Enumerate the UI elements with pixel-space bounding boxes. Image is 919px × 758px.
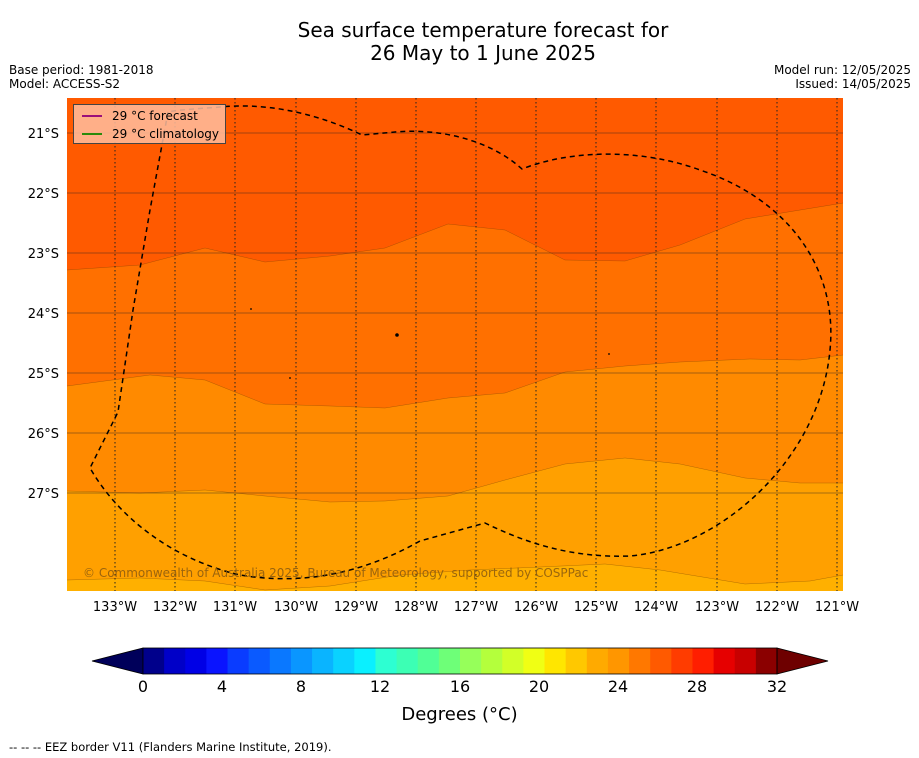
colorbar-segment xyxy=(734,648,757,674)
meta-right: Model run: 12/05/2025 Issued: 14/05/2025 xyxy=(774,63,911,91)
colorbar-segment xyxy=(607,648,630,674)
contour-24 xyxy=(67,563,843,591)
lon-label: 131°W xyxy=(213,600,257,615)
colorbar-segment xyxy=(312,648,334,674)
lon-label: 127°W xyxy=(454,600,498,615)
map-legend: 29 °C forecast 29 °C climatology xyxy=(73,104,226,144)
lat-label: 21°S xyxy=(28,127,59,142)
island-1 xyxy=(250,308,252,310)
colorbar-outline xyxy=(142,647,778,675)
legend-forecast-swatch xyxy=(82,115,102,117)
lon-label: 129°W xyxy=(334,600,378,615)
colorbar-over-arrow xyxy=(776,647,829,675)
lat-label: 24°S xyxy=(28,307,59,322)
colorbar-segment xyxy=(650,648,672,674)
legend-forecast: 29 °C forecast xyxy=(82,109,198,123)
colorbar-segment xyxy=(143,648,165,674)
eez-border-pitcairn xyxy=(89,105,832,580)
colorbar-segment xyxy=(248,648,271,674)
band-24-25 xyxy=(67,458,843,591)
latitude-labels: 21°S 22°S 23°S 24°S 25°S 26°S 27°S xyxy=(28,127,59,502)
island-3 xyxy=(395,333,399,337)
colorbar-segment xyxy=(396,648,419,674)
colorbar-tick-label: 24 xyxy=(608,677,628,696)
colorbar-segment xyxy=(290,648,313,674)
colorbar-tick-label: 4 xyxy=(217,677,227,696)
lat-label: 22°S xyxy=(28,187,59,202)
base-period: Base period: 1981-2018 xyxy=(9,63,154,77)
colorbar-segment xyxy=(417,648,440,674)
colorbar-segment xyxy=(185,648,207,674)
band-23-24 xyxy=(67,564,843,591)
colorbar-segment xyxy=(460,648,482,674)
lat-label: 23°S xyxy=(28,247,59,262)
legend-climatology-swatch xyxy=(82,133,102,135)
colorbar-tick-label: 16 xyxy=(450,677,470,696)
longitude-labels: 133°W 132°W 131°W 130°W 129°W 128°W 127°… xyxy=(93,600,859,615)
lon-label: 132°W xyxy=(153,600,197,615)
lon-label: 122°W xyxy=(755,600,799,615)
colorbar-tick-label: 12 xyxy=(370,677,390,696)
title-line-2: 26 May to 1 June 2025 xyxy=(370,41,596,65)
issued-date: Issued: 14/05/2025 xyxy=(795,77,911,91)
colorbar-segment xyxy=(502,648,524,674)
colorbar-segment xyxy=(544,648,567,674)
colorbar-tick-label: 32 xyxy=(767,677,787,696)
model-name: Model: ACCESS-S2 xyxy=(9,77,121,91)
colorbar-segment xyxy=(671,648,693,674)
model-run: Model run: 12/05/2025 xyxy=(773,63,911,77)
colorbar-segment xyxy=(354,648,376,674)
title-line-1: Sea surface temperature forecast for xyxy=(297,18,669,42)
colorbar-under-arrow xyxy=(91,647,144,675)
eez-border xyxy=(89,105,832,580)
lon-label: 125°W xyxy=(574,600,618,615)
lon-label: 126°W xyxy=(514,600,558,615)
colorbar-segment xyxy=(629,648,651,674)
colorbar-tick-label: 0 xyxy=(138,677,148,696)
colorbar-segment xyxy=(333,648,355,674)
contour-25 xyxy=(67,457,843,503)
colorbar-segment xyxy=(206,648,229,674)
lon-label: 128°W xyxy=(394,600,438,615)
colorbar-segment xyxy=(692,648,715,674)
islands xyxy=(250,308,610,379)
lon-label: 133°W xyxy=(93,600,137,615)
colorbar-segment xyxy=(375,648,398,674)
lon-label: 124°W xyxy=(634,600,678,615)
chart-title: Sea surface temperature forecast for 26 … xyxy=(0,19,919,65)
colorbar-segment xyxy=(755,648,778,674)
colorbar-segment xyxy=(227,648,250,674)
colorbar-segment xyxy=(269,648,292,674)
colorbar-segment xyxy=(481,648,503,674)
island-2 xyxy=(289,377,291,379)
colorbar-tick-label: 8 xyxy=(296,677,306,696)
lon-label: 123°W xyxy=(695,600,739,615)
legend-climatology: 29 °C climatology xyxy=(82,127,219,141)
legend-forecast-label: 29 °C forecast xyxy=(112,109,198,123)
island-4 xyxy=(608,353,610,355)
contour-27 xyxy=(67,202,843,271)
lat-label: 25°S xyxy=(28,367,59,382)
footer-note: -- -- -- EEZ border V11 (Flanders Marine… xyxy=(9,740,332,754)
meta-left: Base period: 1981-2018 Model: ACCESS-S2 xyxy=(9,63,154,91)
colorbar xyxy=(91,647,829,675)
colorbar-tick-labels: 0 4 8 12 16 20 24 28 32 xyxy=(138,677,787,696)
colorbar-segment xyxy=(565,648,588,674)
colorbar-segment xyxy=(713,648,736,674)
colorbar-segment xyxy=(523,648,546,674)
lon-label: 121°W xyxy=(815,600,859,615)
copyright-notice: © Commonwealth of Australia 2025, Bureau… xyxy=(83,566,589,580)
colorbar-segment xyxy=(586,648,609,674)
lat-label: 26°S xyxy=(28,427,59,442)
legend-climatology-label: 29 °C climatology xyxy=(112,127,220,141)
lat-label: 27°S xyxy=(28,487,59,502)
lon-label: 130°W xyxy=(274,600,318,615)
colorbar-tick-label: 28 xyxy=(687,677,707,696)
colorbar-segment xyxy=(438,648,461,674)
colorbar-tick-label: 20 xyxy=(529,677,549,696)
colorbar-segment xyxy=(164,648,186,674)
temperature-field xyxy=(67,98,843,591)
colorbar-title: Degrees (°C) xyxy=(401,704,518,725)
